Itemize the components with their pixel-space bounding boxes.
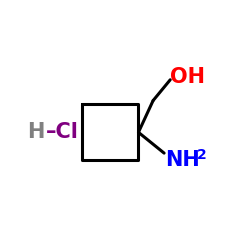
Text: OH: OH <box>170 67 205 87</box>
Text: NH: NH <box>165 150 200 171</box>
Text: 2: 2 <box>197 148 207 162</box>
Text: H: H <box>27 122 44 142</box>
Text: –Cl: –Cl <box>46 122 78 142</box>
